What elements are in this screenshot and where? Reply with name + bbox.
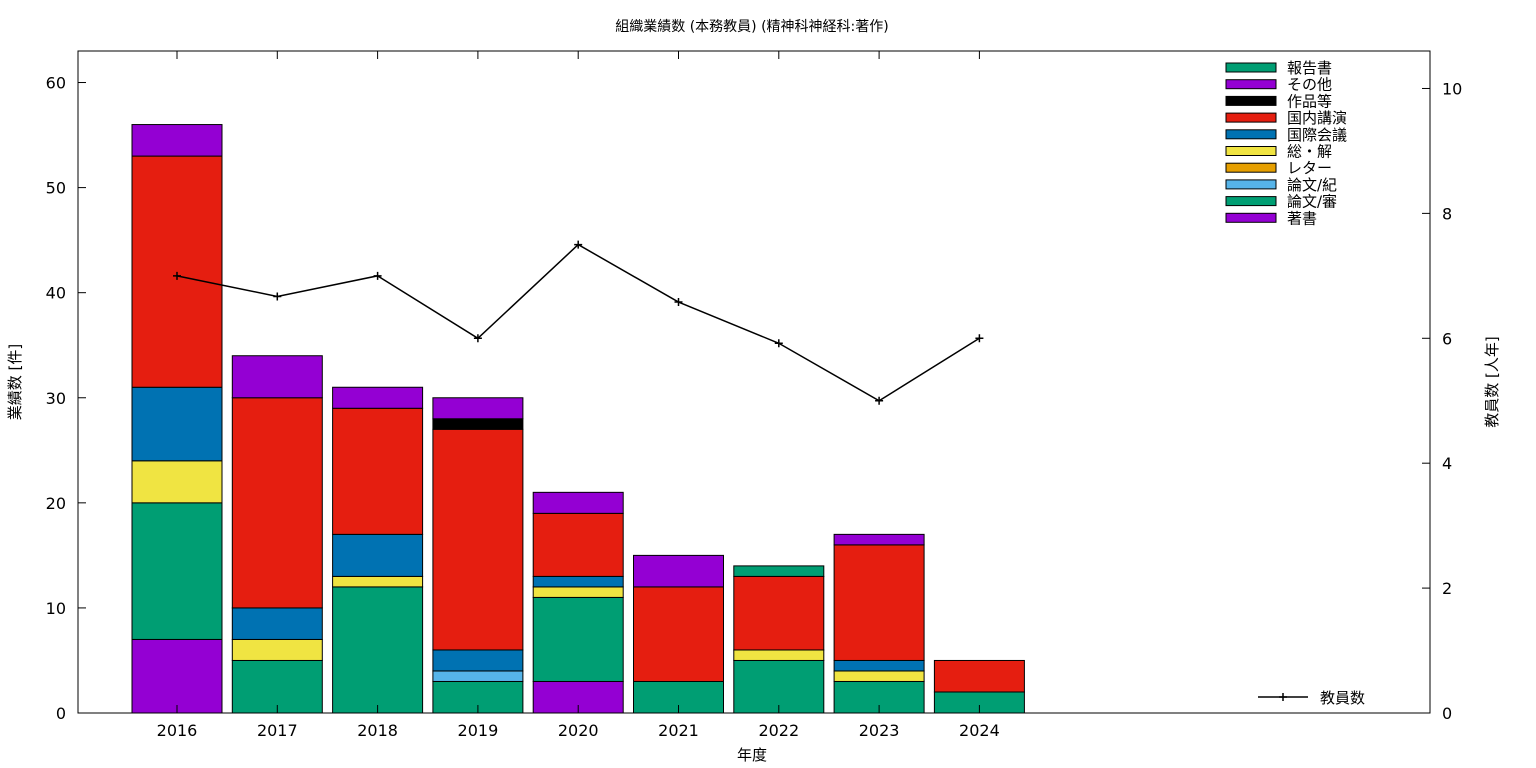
bar-segment-2016-その他 (131, 124, 223, 157)
bar-segment-2022-総・解 (733, 649, 825, 661)
teacher-point (875, 396, 884, 405)
legend-label: 作品等 (1287, 92, 1332, 110)
teacher-line-layer (173, 240, 984, 405)
teacher-point (975, 334, 984, 343)
bar-segment-2021-国内講演 (633, 586, 724, 682)
legend-label: 報告書 (1287, 59, 1332, 77)
bar-segment-2023-その他 (833, 533, 925, 546)
x-tick-label: 2018 (357, 721, 398, 740)
bar-segment-2016-国内講演 (131, 155, 223, 388)
y-tick-label: 30 (46, 389, 66, 408)
legend-swatch (1225, 79, 1277, 90)
legend-swatch (1225, 95, 1277, 106)
teacher-point (173, 271, 181, 280)
y2-axis-label: 教員数 [人年] (1483, 336, 1501, 427)
x-tick-label: 2017 (257, 721, 298, 740)
x-tick-label: 2021 (658, 721, 699, 740)
y-tick-label: 60 (46, 74, 66, 93)
bar-segment-2019-作品等 (432, 418, 524, 430)
x-tick-label: 2023 (859, 721, 900, 740)
legend-label: 国際会議 (1287, 126, 1347, 144)
bar-segment-2019-論文/紀 (432, 670, 524, 682)
legend-swatch (1225, 112, 1277, 123)
legend-label: 教員数 (1320, 689, 1365, 707)
y2-tick-label: 2 (1442, 579, 1452, 598)
bar-segment-2017-論文/審 (231, 659, 323, 714)
bar-segment-2023-国際会議 (833, 659, 925, 672)
bar-segment-2021-その他 (633, 554, 724, 588)
bar-segment-2023-国内講演 (833, 544, 925, 661)
legend-swatch (1225, 62, 1277, 73)
bar-segment-2017-国内講演 (231, 397, 323, 609)
x-tick-label: 2016 (157, 721, 198, 740)
x-tick-label: 2024 (959, 721, 1000, 740)
legend-swatch (1225, 146, 1277, 156)
x-tick-label: 2020 (558, 721, 599, 740)
bar-segment-2017-総・解 (231, 638, 323, 661)
legend-label: レター (1287, 159, 1332, 177)
bar-segment-2018-論文/審 (332, 586, 424, 714)
legend-label: 論文/審 (1287, 193, 1337, 211)
bar-segment-2022-報告書 (733, 565, 825, 577)
legend-label: その他 (1287, 76, 1332, 94)
y-tick-label: 40 (46, 284, 66, 303)
y2-tick-label: 10 (1442, 79, 1462, 98)
chart-title: 組織業績数 (本務教員) (精神科神経科:著作) (615, 19, 888, 35)
bar-segment-2018-総・解 (332, 575, 424, 588)
teacher-point (674, 298, 683, 307)
bar-segment-2019-国際会議 (432, 649, 524, 672)
y-tick-label: 0 (56, 704, 66, 723)
legend-swatch (1225, 162, 1277, 173)
y2-tick-label: 4 (1442, 454, 1452, 473)
y-tick-label: 10 (46, 599, 66, 618)
teacher-point (373, 271, 382, 280)
x-tick-label: 2019 (458, 721, 499, 740)
x-tick-label: 2022 (758, 721, 799, 740)
y2-tick-label: 0 (1442, 704, 1452, 723)
bar-segment-2023-総・解 (833, 670, 925, 682)
teacher-point (774, 339, 783, 348)
bar-segment-2018-国内講演 (332, 407, 424, 535)
y-tick-label: 20 (46, 494, 66, 513)
bar-segment-2016-国際会議 (131, 386, 223, 462)
bar-segment-2020-論文/審 (532, 596, 624, 682)
plot-frame (77, 50, 1431, 714)
bar-segment-2020-国内講演 (532, 512, 624, 577)
bar-segment-2016-論文/審 (131, 502, 223, 640)
legend-swatch (1225, 196, 1277, 207)
legend-label: 論文/紀 (1287, 176, 1337, 194)
legend-label: 総・解 (1287, 143, 1332, 161)
teacher-point (574, 240, 583, 249)
legend-label: 著書 (1287, 209, 1317, 227)
bar-segment-2019-その他 (432, 397, 524, 420)
bar-segment-2016-総・解 (131, 460, 223, 504)
bar-segment-2016-著書 (131, 638, 223, 714)
y-axis-label: 業績数 [件] (6, 344, 24, 420)
teacher-point (273, 292, 282, 301)
bar-segment-2017-国際会議 (231, 607, 323, 640)
bar-segment-2018-その他 (332, 386, 424, 409)
bar-segment-2022-国内講演 (733, 575, 825, 651)
legend-label: 国内講演 (1287, 109, 1347, 127)
bar-segment-2020-その他 (532, 491, 624, 514)
y2-tick-label: 8 (1442, 204, 1452, 223)
legend-line-marker (1279, 693, 1287, 701)
axes-layer: 0 10 20 30 40 50 60 0 2 4 6 8 10 2016 2017 2018 2019 2020… (46, 50, 1462, 740)
bar-segment-2019-国内講演 (432, 428, 524, 651)
x-axis-label: 年度 (737, 746, 767, 764)
bar-segment-2020-総・解 (532, 586, 624, 598)
legend-swatch (1225, 212, 1277, 223)
bars-layer (131, 124, 1025, 714)
bar-segment-2024-国内講演 (933, 659, 1025, 693)
bar-segment-2020-国際会議 (532, 575, 624, 588)
legend-swatch (1225, 129, 1277, 140)
bar-segment-2018-国際会議 (332, 533, 424, 577)
teacher-point (473, 334, 482, 343)
bar-segment-2017-その他 (231, 355, 323, 399)
y-tick-label: 50 (46, 179, 66, 198)
y2-tick-label: 6 (1442, 329, 1452, 348)
legend-swatch (1225, 179, 1277, 190)
